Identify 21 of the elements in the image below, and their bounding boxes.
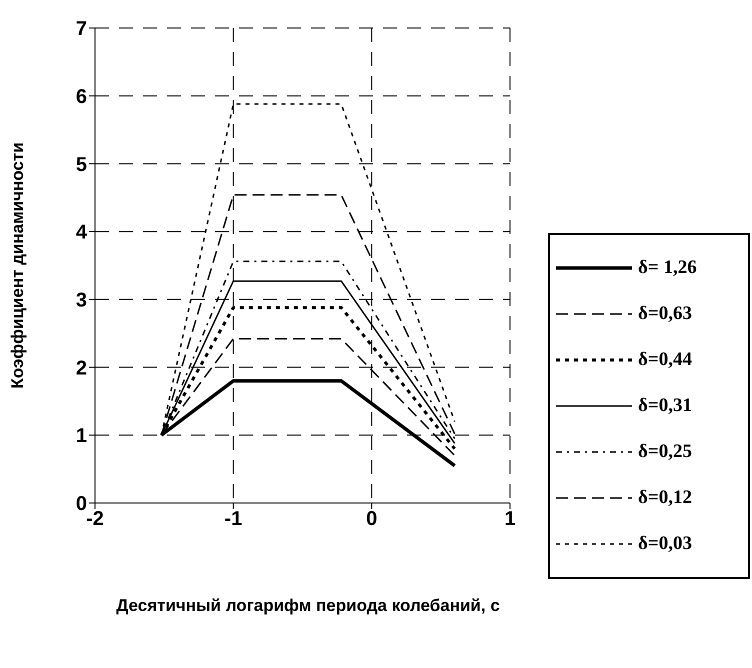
y-tick-label: 7 (76, 18, 87, 40)
y-tick-label: 6 (76, 86, 87, 108)
x-tick-label: 0 (366, 508, 378, 530)
legend-label: δ=0,25 (638, 441, 692, 463)
y-tick-label: 0 (76, 493, 87, 516)
legend-label: δ= 1,26 (638, 257, 697, 279)
x-tick-label: 1 (504, 508, 516, 530)
x-tick-label: -1 (224, 508, 242, 530)
legend-label: δ=0,03 (638, 533, 692, 555)
y-tick-label: 2 (76, 357, 87, 380)
legend-label: δ=0,12 (638, 487, 692, 509)
legend-label: δ=0,31 (638, 395, 692, 417)
x-tick-label: -2 (86, 508, 104, 530)
y-tick-label: 4 (76, 222, 88, 244)
y-tick-label: 1 (76, 425, 87, 448)
y-tick-label: 5 (76, 154, 87, 176)
y-tick-label: 3 (76, 290, 87, 312)
y-axis-title: Коэффициент динамичности (8, 142, 28, 389)
legend-label: δ=0,63 (638, 303, 692, 325)
legend-label: δ=0,44 (638, 349, 692, 371)
x-axis-title: Десятичный логарифм периода колебаний, с (115, 595, 501, 617)
